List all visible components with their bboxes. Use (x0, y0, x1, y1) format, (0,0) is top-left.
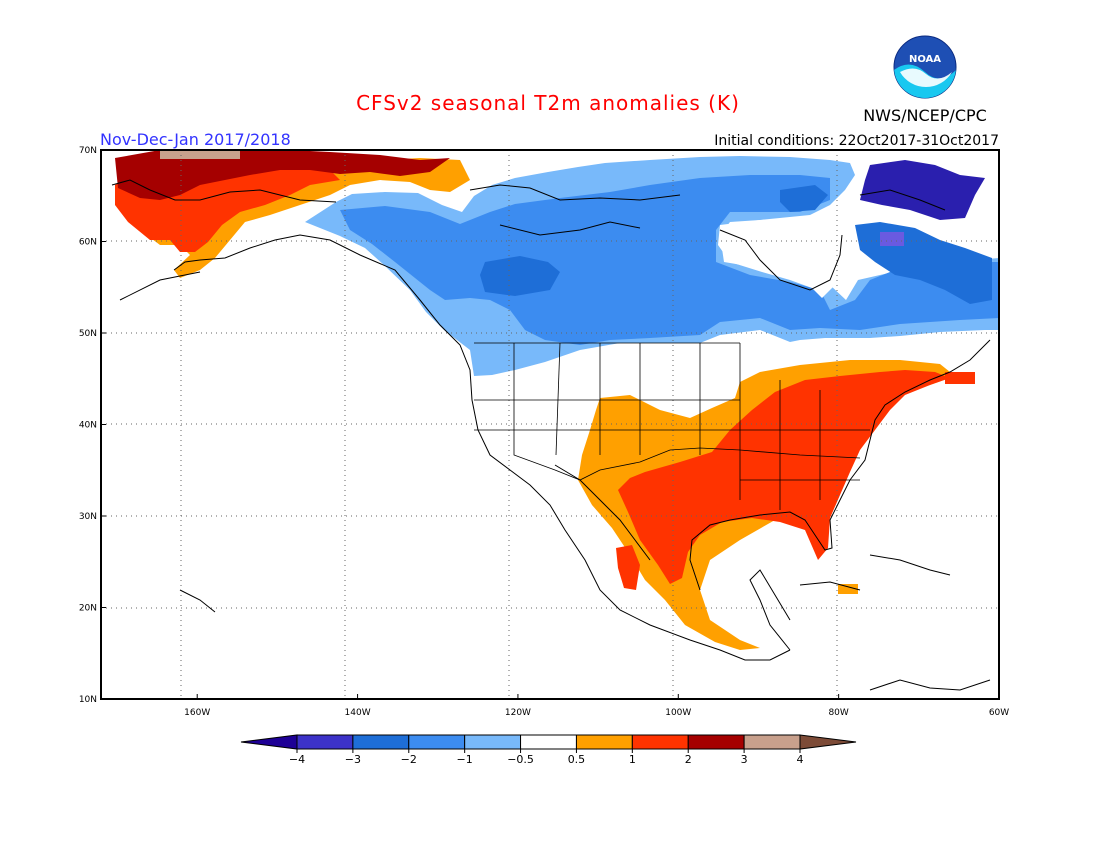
period-label: Nov-Dec-Jan 2017/2018 (100, 130, 291, 149)
colorbar-bin (575, 734, 633, 750)
anomaly-canada-moderate-cold (340, 175, 999, 345)
lat-tick-label: 40N (79, 421, 97, 431)
anomaly-nova-scotia-warm (945, 372, 975, 384)
colorbar-label: 1 (629, 753, 636, 766)
colorbar-bin (296, 734, 354, 750)
anomaly-baffin-very-cold (860, 160, 985, 220)
figure-title: CFSv2 seasonal T2m anomalies (K) (356, 91, 740, 115)
lon-tick-label: 120W (505, 708, 531, 718)
colorbar-label: −3 (345, 753, 361, 766)
anomaly-alaska-extreme-warm (160, 150, 240, 159)
lat-tick-label: 30N (79, 512, 97, 522)
noaa-logo-text: NOAA (909, 54, 941, 65)
colorbar-label: −4 (289, 753, 305, 766)
lat-tick-label: 10N (79, 695, 97, 705)
lat-tick-label: 50N (79, 329, 97, 339)
colorbar: −4 −3 −2 −1 −0.5 0.5 1 2 3 4 (240, 734, 857, 766)
anomaly-baffin-pocket (880, 232, 904, 246)
lat-tick-label: 60N (79, 238, 97, 248)
colorbar-above-arrow (799, 734, 857, 750)
anomaly-mexico-warm-strip (616, 545, 640, 590)
lon-tick-label: 100W (665, 708, 691, 718)
latitude-labels: 10N 20N 30N 40N 50N 60N 70N (79, 146, 106, 705)
colorbar-label: −0.5 (507, 753, 534, 766)
colorbar-label: 0.5 (568, 753, 586, 766)
colorbar-bin (464, 734, 522, 750)
colorbar-label: 2 (685, 753, 692, 766)
colorbar-below-arrow (240, 734, 298, 750)
org-label: NWS/NCEP/CPC (863, 106, 987, 125)
anomaly-alaska-north-coast-very-warm (115, 150, 450, 200)
state-borders (474, 342, 870, 510)
anomaly-hudson-bay-neutral (718, 218, 845, 298)
colorbar-label: 3 (741, 753, 748, 766)
noaa-logo: NOAA (893, 35, 957, 99)
colorbar-label: 4 (797, 753, 804, 766)
coastlines (111, 179, 991, 691)
colorbar-bin (520, 734, 577, 750)
longitude-labels: 160W 140W 120W 100W 80W 60W (184, 694, 1009, 718)
colorbar-bin (687, 734, 745, 750)
map-area (101, 150, 999, 699)
colorbar-bin (408, 734, 466, 750)
lon-tick-label: 60W (989, 708, 1009, 718)
initial-conditions-label: Initial conditions: 22Oct2017-31Oct2017 (714, 133, 999, 149)
lat-tick-label: 20N (79, 604, 97, 614)
lat-tick-label: 70N (79, 146, 97, 156)
lon-tick-label: 160W (184, 708, 210, 718)
colorbar-bin (743, 734, 801, 750)
anomaly-caribbean-warm (838, 584, 858, 594)
colorbar-label: −1 (457, 753, 473, 766)
lon-tick-label: 140W (345, 708, 371, 718)
colorbar-bin (631, 734, 689, 750)
lon-tick-label: 80W (828, 708, 848, 718)
anomaly-hudson-cold (480, 256, 560, 296)
colorbar-bin (352, 734, 410, 750)
anomaly-arctic-islands-cold (780, 185, 828, 212)
colorbar-label: −2 (401, 753, 417, 766)
